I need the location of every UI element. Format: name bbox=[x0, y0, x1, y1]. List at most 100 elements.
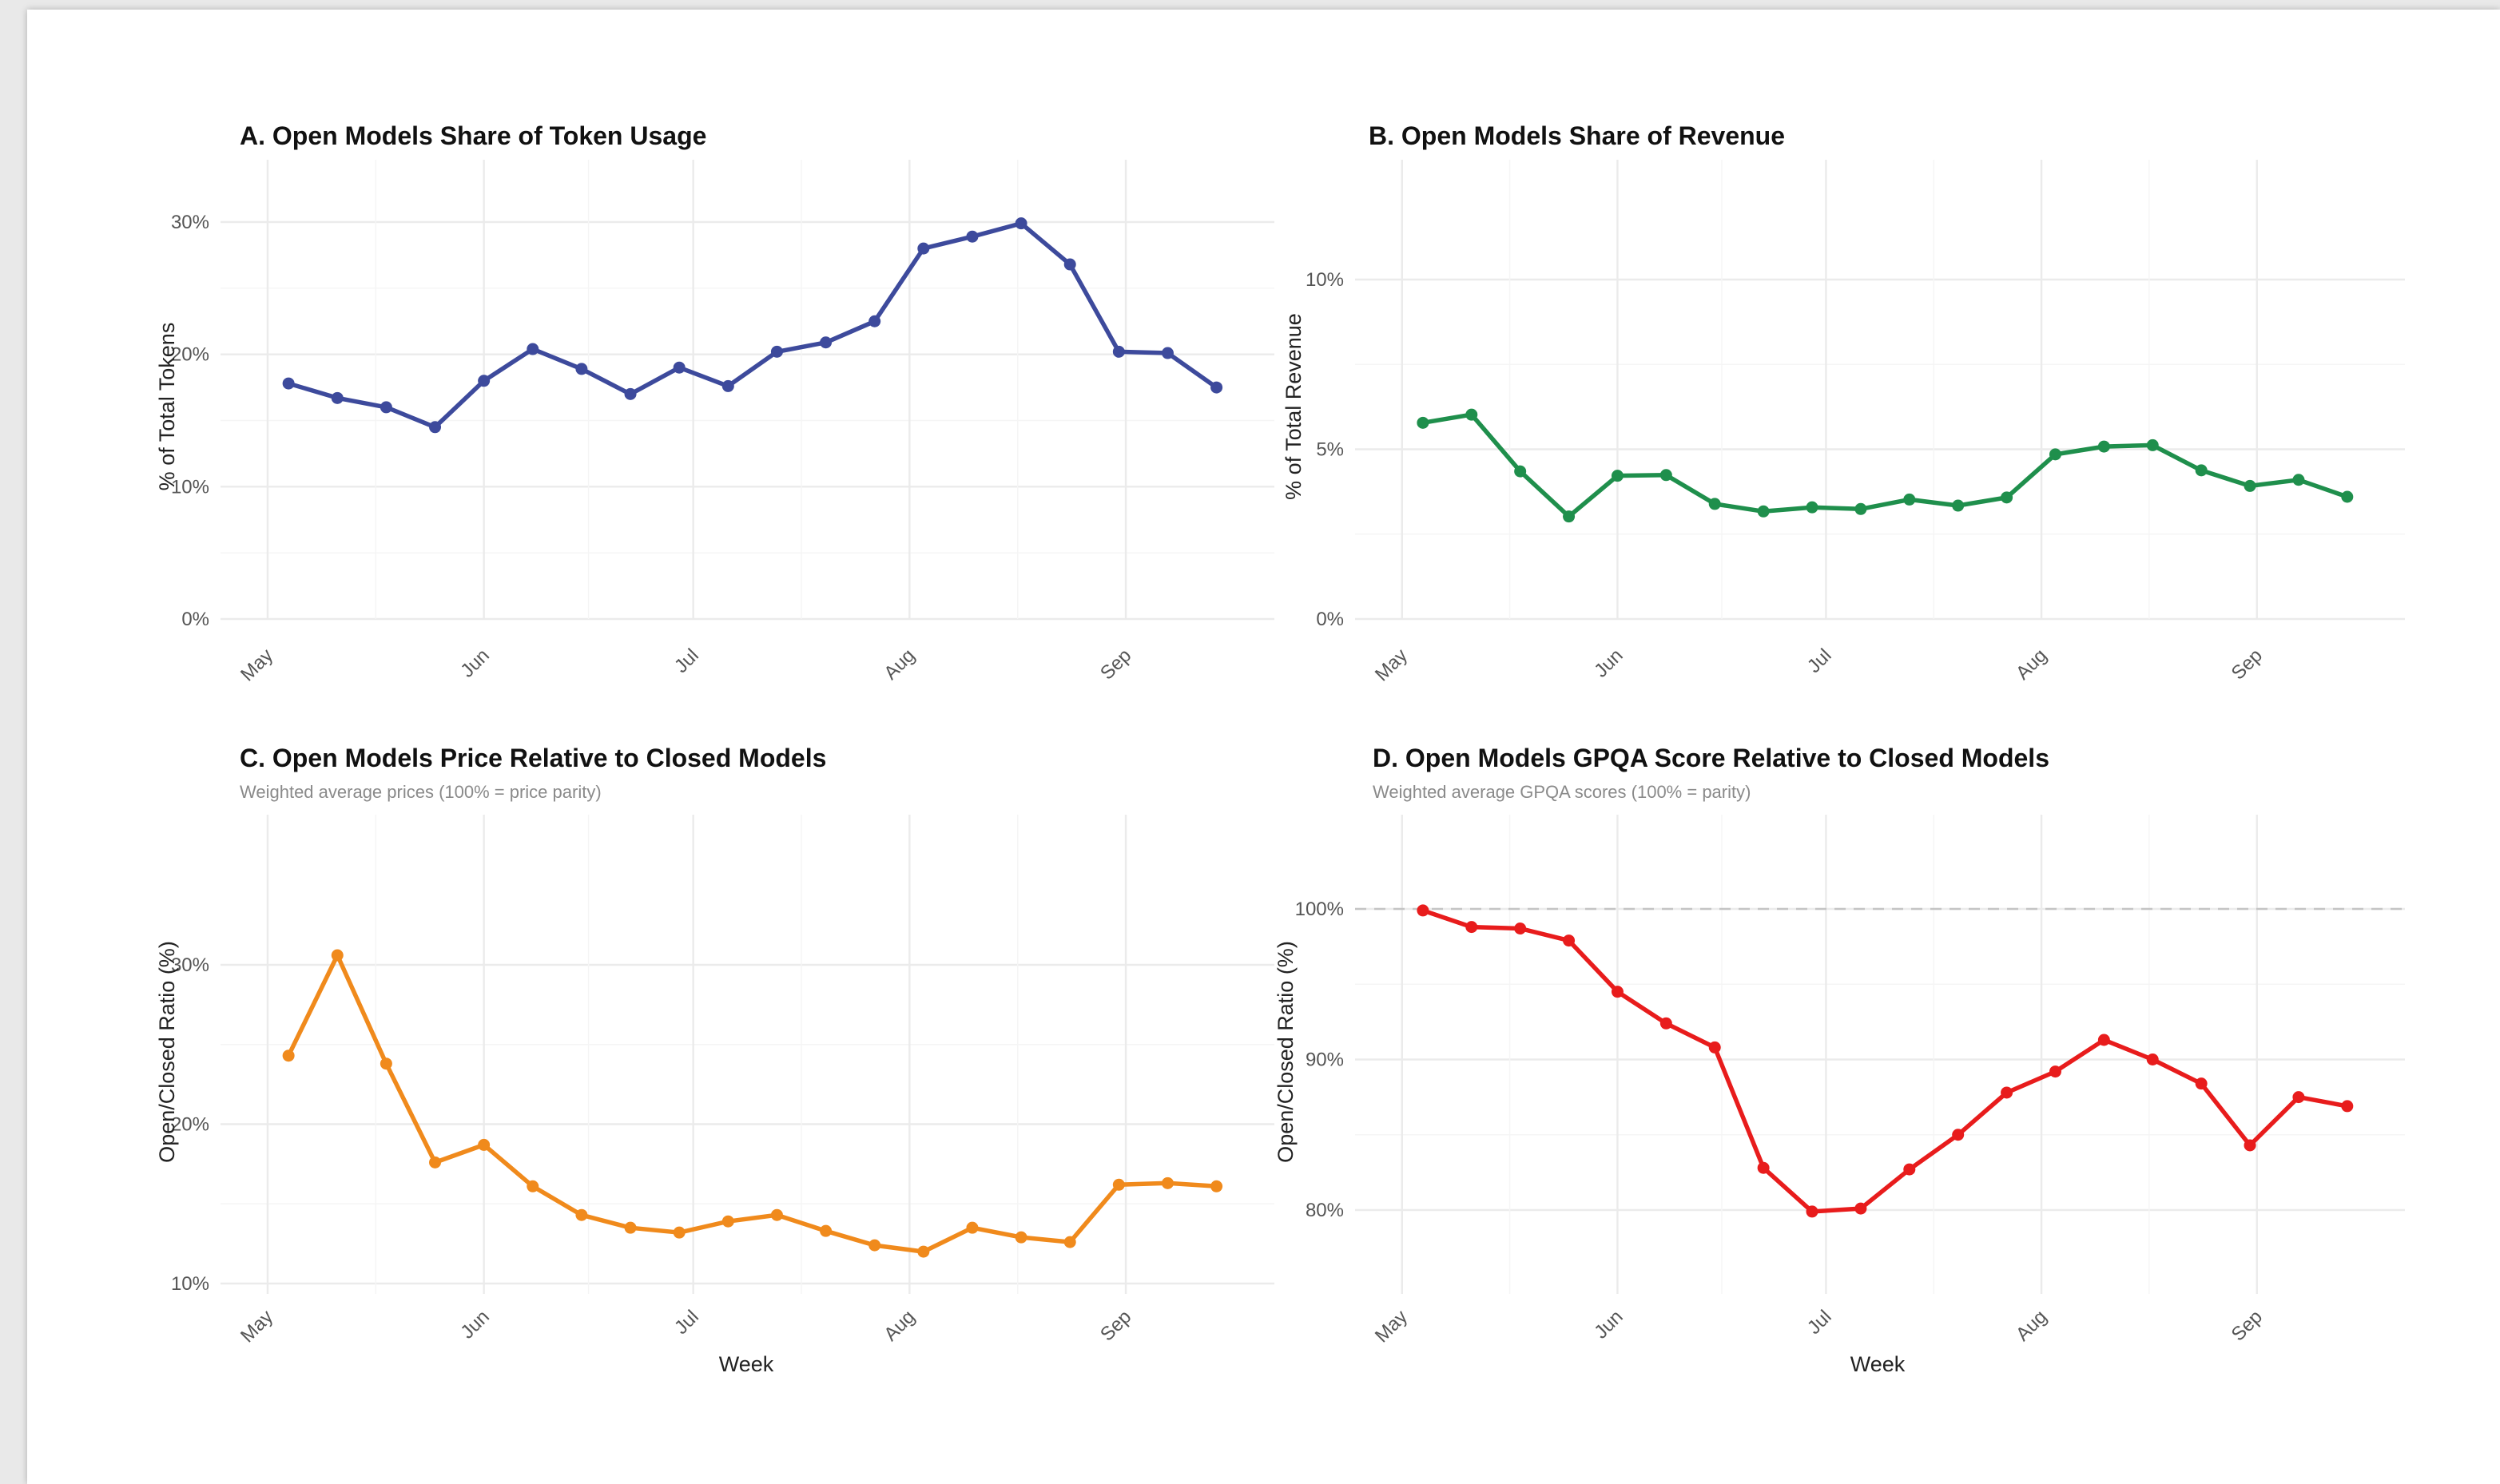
panel-subtitle: Weighted average GPQA scores (100% = par… bbox=[1373, 782, 1751, 802]
data-point bbox=[1903, 493, 1916, 506]
y-tick-label: 90% bbox=[1306, 1050, 1344, 1071]
data-point bbox=[868, 1239, 881, 1252]
series-layer bbox=[1417, 408, 2354, 523]
x-tick-label: May bbox=[236, 645, 277, 685]
gridlines bbox=[221, 815, 1274, 1294]
data-point bbox=[2341, 1100, 2354, 1113]
data-point bbox=[1563, 934, 1576, 947]
data-point bbox=[331, 949, 344, 962]
panel-title: B. Open Models Share of Revenue bbox=[1369, 121, 1785, 150]
data-point bbox=[868, 315, 881, 327]
data-point bbox=[331, 391, 344, 404]
data-point bbox=[1514, 465, 1527, 478]
data-point bbox=[2146, 1053, 2159, 1065]
y-tick-label: 0% bbox=[1316, 609, 1344, 630]
data-point bbox=[820, 1224, 833, 1237]
panel-c-price-ratio: C. Open Models Price Relative to Closed … bbox=[155, 744, 1274, 1376]
data-point bbox=[380, 1057, 392, 1070]
data-point bbox=[2195, 1077, 2208, 1090]
y-tick-labels: 80% 90% 100% bbox=[1295, 899, 1344, 1221]
y-tick-label: 80% bbox=[1306, 1200, 1344, 1221]
data-point bbox=[1417, 904, 1429, 917]
data-point bbox=[1514, 923, 1527, 935]
data-point bbox=[1854, 1202, 1867, 1215]
series-line bbox=[286, 220, 1219, 430]
data-point bbox=[1063, 1236, 1076, 1248]
data-point bbox=[575, 1208, 588, 1221]
x-axis-title: Week bbox=[1850, 1352, 1906, 1376]
data-point bbox=[966, 1221, 979, 1234]
y-tick-labels: 10% 20% 30% bbox=[171, 954, 209, 1295]
data-point bbox=[2049, 448, 2061, 461]
x-tick-label: Aug bbox=[880, 645, 919, 684]
data-point bbox=[917, 1245, 930, 1258]
data-point bbox=[1659, 1017, 1672, 1030]
data-point bbox=[1210, 381, 1223, 394]
data-point bbox=[1952, 499, 1965, 512]
data-point bbox=[1063, 258, 1076, 271]
series-line bbox=[1421, 412, 2350, 519]
series-layer bbox=[282, 949, 1223, 1258]
data-point bbox=[282, 1050, 295, 1062]
y-tick-labels: 0% 5% 10% bbox=[1306, 269, 1344, 630]
data-point bbox=[1015, 1231, 1027, 1244]
data-point bbox=[1757, 505, 1770, 518]
y-tick-label: 0% bbox=[181, 609, 209, 630]
data-point bbox=[1611, 470, 1624, 482]
y-axis-title: Open/Closed Ratio (%) bbox=[155, 941, 179, 1163]
x-tick-labels: May Jun Jul Aug Sep bbox=[1371, 1306, 2267, 1347]
data-point bbox=[673, 1226, 686, 1239]
data-point bbox=[1465, 408, 1478, 421]
x-tick-label: May bbox=[1371, 1306, 1412, 1347]
data-point bbox=[1854, 502, 1867, 515]
data-point bbox=[770, 345, 783, 358]
data-point bbox=[721, 379, 734, 392]
x-tick-label: Jul bbox=[670, 645, 703, 677]
series-line bbox=[286, 953, 1219, 1254]
y-axis-title: % of Total Tokens bbox=[155, 323, 179, 491]
data-point bbox=[1708, 1041, 1721, 1053]
x-tick-label: May bbox=[1371, 645, 1412, 685]
data-point bbox=[1806, 1205, 1818, 1218]
data-point bbox=[820, 336, 833, 349]
gridlines bbox=[221, 160, 1274, 621]
data-point bbox=[966, 230, 979, 243]
data-point bbox=[478, 1138, 491, 1151]
x-tick-label: Sep bbox=[2228, 645, 2267, 684]
x-tick-label: Sep bbox=[1096, 1306, 1135, 1345]
data-point bbox=[2097, 1034, 2110, 1046]
y-axis-title: Open/Closed Ratio (%) bbox=[1274, 941, 1298, 1163]
x-tick-label: Sep bbox=[2228, 1306, 2267, 1345]
data-point bbox=[282, 377, 295, 390]
data-point bbox=[2001, 491, 2013, 504]
data-point bbox=[1161, 347, 1174, 359]
y-tick-label: 5% bbox=[1316, 439, 1344, 461]
panel-d-gpqa-ratio: D. Open Models GPQA Score Relative to Cl… bbox=[1274, 744, 2405, 1376]
series-layer bbox=[1417, 904, 2354, 1218]
data-point bbox=[2001, 1086, 2013, 1099]
data-point bbox=[527, 1180, 539, 1192]
data-point bbox=[1015, 217, 1027, 230]
data-point bbox=[1112, 345, 1125, 358]
data-point bbox=[1465, 921, 1478, 934]
data-point bbox=[478, 375, 491, 387]
data-point bbox=[1708, 498, 1721, 510]
data-point bbox=[429, 421, 442, 434]
data-point bbox=[721, 1215, 734, 1228]
x-tick-label: Sep bbox=[1096, 645, 1135, 684]
data-point bbox=[1903, 1163, 1916, 1176]
y-tick-label: 10% bbox=[1306, 269, 1344, 291]
x-tick-label: Aug bbox=[2012, 645, 2051, 684]
data-point bbox=[2292, 1091, 2305, 1104]
gridlines bbox=[1355, 160, 2405, 621]
data-point bbox=[2146, 438, 2159, 451]
data-point bbox=[429, 1156, 442, 1169]
data-point bbox=[624, 1221, 637, 1234]
x-tick-label: Aug bbox=[2012, 1306, 2051, 1345]
data-point bbox=[2049, 1065, 2061, 1078]
gridlines bbox=[1355, 815, 2405, 1294]
data-point bbox=[917, 242, 930, 255]
data-point bbox=[1112, 1178, 1125, 1191]
x-tick-label: Jun bbox=[456, 645, 493, 681]
panel-title: D. Open Models GPQA Score Relative to Cl… bbox=[1373, 744, 2049, 772]
